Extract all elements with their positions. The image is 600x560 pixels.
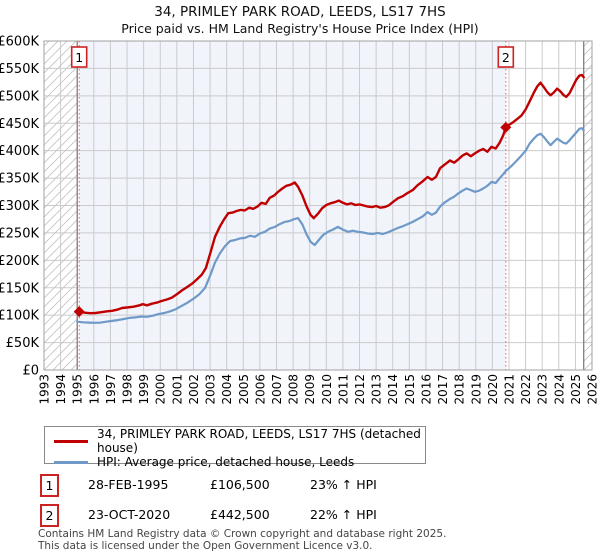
svg-text:1996: 1996 [87,374,101,405]
svg-text:2024: 2024 [552,374,566,405]
sale-row-2: 2 23-OCT-2020 £442,500 22% ↑ HPI [0,504,600,527]
svg-text:2008: 2008 [287,374,301,405]
svg-text:2019: 2019 [469,374,483,405]
property-line-swatch [54,439,88,443]
svg-text:2014: 2014 [386,374,400,405]
svg-text:2000: 2000 [154,374,168,405]
svg-text:2021: 2021 [502,374,516,405]
svg-text:2001: 2001 [170,374,184,405]
svg-text:1993: 1993 [38,374,52,405]
svg-text:£550K: £550K [0,62,39,77]
svg-text:2: 2 [502,50,510,65]
sale-1-marker-badge: 1 [40,474,59,497]
svg-text:£300K: £300K [0,199,39,214]
svg-text:2015: 2015 [403,374,417,405]
legend-label-property: 34, PRIMLEY PARK ROAD, LEEDS, LS17 7HS (… [97,427,421,455]
svg-text:£150K: £150K [0,281,39,296]
price-chart: £0 £50K £100K £150K £200K £250K £300K £350K £400… [0,35,600,405]
svg-text:1999: 1999 [137,374,151,405]
page-title: 34, PRIMLEY PARK ROAD, LEEDS, LS17 7HS [154,4,446,20]
svg-text:£400K: £400K [0,144,39,159]
svg-text:2023: 2023 [536,374,550,405]
svg-text:2006: 2006 [253,374,267,405]
svg-text:2009: 2009 [303,374,317,405]
svg-text:1995: 1995 [71,374,85,405]
footer-line-2: This data is licensed under the Open Gov… [38,539,373,552]
copyright-footer: Contains HM Land Registry data © Crown c… [38,528,447,552]
page-subtitle: Price paid vs. HM Land Registry's House … [121,21,479,36]
svg-text:£450K: £450K [0,117,39,132]
svg-text:2013: 2013 [370,374,384,405]
sale-row-1: 1 28-FEB-1995 £106,500 23% ↑ HPI [0,474,600,497]
svg-text:2018: 2018 [453,374,467,405]
svg-text:2005: 2005 [237,374,251,405]
sale-1-date: 28-FEB-1995 [88,477,169,492]
sale-2-hpi-comparison: 22% ↑ HPI [310,507,377,522]
svg-text:2004: 2004 [220,374,234,405]
hpi-line-swatch [54,460,88,464]
svg-text:2003: 2003 [204,374,218,405]
svg-text:£200K: £200K [0,254,39,269]
svg-text:2002: 2002 [187,374,201,405]
svg-text:2016: 2016 [419,374,433,405]
svg-text:£600K: £600K [0,35,39,50]
svg-text:1998: 1998 [121,374,135,405]
sale-2-date: 23-OCT-2020 [88,507,171,522]
sale-2-marker-badge: 2 [40,504,59,527]
svg-text:1: 1 [75,50,83,65]
svg-text:£100K: £100K [0,309,39,324]
svg-text:1994: 1994 [54,374,68,405]
sale-2-price: £442,500 [210,507,270,522]
svg-text:2007: 2007 [270,374,284,405]
svg-text:2020: 2020 [486,374,500,405]
svg-text:£0: £0 [22,364,39,379]
chart-legend: 34, PRIMLEY PARK ROAD, LEEDS, LS17 7HS (… [44,426,426,469]
svg-text:£350K: £350K [0,172,39,187]
legend-item-hpi: HPI: Average price, detached house, Leed… [45,455,425,469]
svg-text:2011: 2011 [336,374,350,405]
svg-text:2012: 2012 [353,374,367,405]
legend-item-property: 34, PRIMLEY PARK ROAD, LEEDS, LS17 7HS (… [45,427,425,455]
footer-line-1: Contains HM Land Registry data © Crown c… [38,528,447,540]
sale-1-hpi-comparison: 23% ↑ HPI [310,477,377,492]
sale-1-price: £106,500 [210,477,270,492]
svg-text:1997: 1997 [104,374,118,405]
svg-text:£500K: £500K [0,89,39,104]
svg-text:£250K: £250K [0,226,39,241]
svg-text:2026: 2026 [586,374,600,405]
svg-text:£50K: £50K [6,336,40,351]
legend-label-hpi: HPI: Average price, detached house, Leed… [97,455,355,469]
svg-text:2017: 2017 [436,374,450,405]
svg-text:2025: 2025 [569,374,583,405]
svg-text:2010: 2010 [320,374,334,405]
svg-text:2022: 2022 [519,374,533,405]
